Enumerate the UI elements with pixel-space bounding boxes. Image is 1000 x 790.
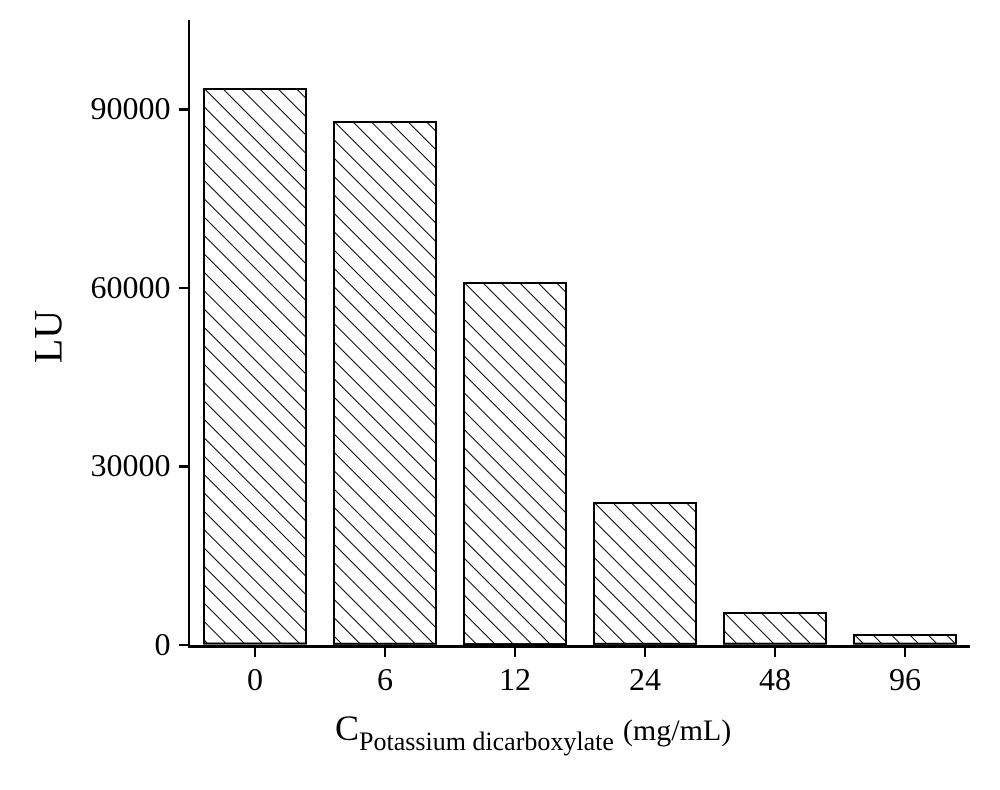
bar [463, 282, 567, 645]
bar [203, 88, 307, 645]
axis-line [188, 20, 191, 648]
x-axis-label-main: C [335, 708, 359, 748]
y-tick [179, 108, 188, 111]
bar [333, 121, 437, 645]
bar [723, 612, 827, 645]
x-tick [514, 648, 517, 657]
y-tick-label: 0 [31, 626, 171, 663]
y-tick-label: 60000 [31, 269, 171, 306]
y-tick-label: 30000 [31, 447, 171, 484]
x-tick-label: 24 [585, 661, 705, 698]
x-tick-label: 48 [715, 661, 835, 698]
x-tick-label: 96 [845, 661, 965, 698]
x-tick-label: 0 [195, 661, 315, 698]
x-tick [774, 648, 777, 657]
bar [853, 634, 957, 645]
x-axis-label-subscript: Potassium dicarboxylate [359, 727, 614, 756]
x-tick [904, 648, 907, 657]
x-tick-label: 12 [455, 661, 575, 698]
y-tick [179, 287, 188, 290]
bar-chart: LU CPotassium dicarboxylate (mg/mL) [0, 0, 1000, 790]
y-tick [179, 644, 188, 647]
x-tick [254, 648, 257, 657]
x-axis-label-unit: (mg/mL) [623, 714, 731, 747]
y-axis-label: LU [25, 296, 72, 376]
axis-line [188, 645, 971, 648]
y-tick [179, 465, 188, 468]
x-tick-label: 6 [325, 661, 445, 698]
y-tick-label: 90000 [31, 90, 171, 127]
x-tick [384, 648, 387, 657]
bar [593, 502, 697, 645]
x-tick [644, 648, 647, 657]
x-axis-label: CPotassium dicarboxylate (mg/mL) [335, 707, 731, 749]
